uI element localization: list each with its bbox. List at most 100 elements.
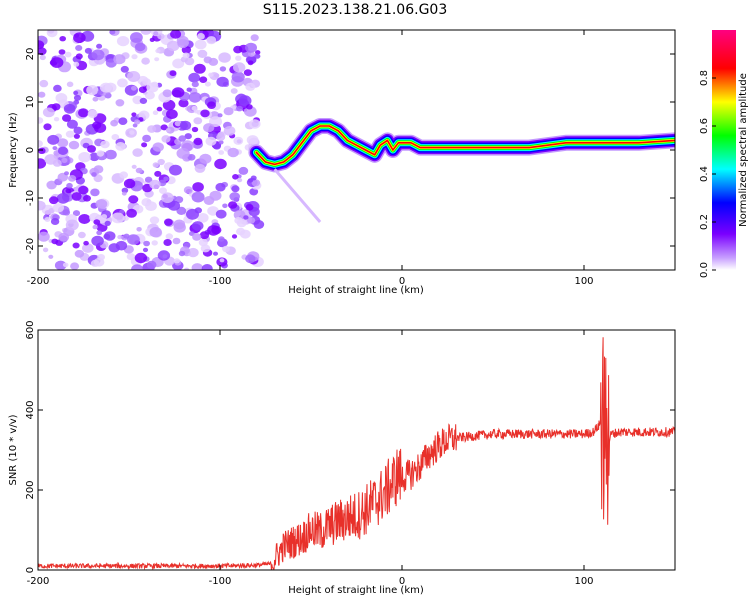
noise-blob	[218, 52, 231, 63]
noise-blob	[245, 82, 256, 91]
noise-blob	[187, 247, 199, 258]
noise-blob	[247, 217, 256, 224]
noise-blob	[191, 105, 198, 111]
noise-blob	[205, 136, 217, 146]
noise-blob	[96, 43, 103, 49]
noise-blob	[246, 104, 253, 110]
noise-blob	[193, 117, 203, 125]
spectrogram-x-ticks: -200 -100 0 100	[27, 30, 594, 287]
noise-blob	[132, 123, 138, 128]
x-tick-label: -100	[209, 276, 232, 287]
noise-blob	[68, 175, 77, 182]
noise-blob	[66, 182, 73, 189]
noise-blob	[58, 232, 70, 242]
x-tick-label: -100	[209, 576, 232, 587]
colorbar-ticks: 0.0 0.2 0.4 0.6 0.8	[699, 70, 716, 278]
noise-blob	[48, 208, 55, 214]
noise-blob	[166, 109, 178, 120]
noise-blob	[91, 49, 105, 61]
noise-blob	[243, 69, 252, 76]
noise-blob	[213, 251, 218, 256]
noise-blob	[186, 87, 192, 92]
noise-blob	[104, 92, 112, 99]
noise-blob	[236, 105, 243, 112]
noise-blob	[173, 219, 186, 230]
noise-blob	[140, 30, 152, 35]
noise-blob	[183, 186, 193, 194]
noise-blob	[119, 171, 128, 179]
noise-blob	[135, 167, 143, 174]
noise-blob	[152, 110, 159, 115]
noise-blob	[78, 231, 86, 239]
noise-blob	[193, 63, 206, 74]
noise-blob	[198, 238, 208, 247]
noise-blob	[243, 215, 249, 220]
noise-blob	[38, 200, 46, 211]
noise-blob	[39, 54, 46, 61]
noise-blob	[92, 96, 99, 102]
noise-blob	[145, 201, 157, 212]
noise-blob	[131, 112, 137, 117]
noise-blob	[46, 30, 58, 38]
noise-blob	[68, 140, 80, 150]
snr-panel: -200 -100 0 100 0 200 400 600 Height of straig…	[8, 320, 676, 596]
noise-blob	[164, 218, 173, 226]
noise-blob	[231, 185, 240, 193]
noise-blob	[248, 51, 255, 57]
noise-blob	[73, 90, 79, 95]
noise-blob	[72, 210, 81, 217]
noise-blob	[139, 97, 148, 104]
noise-blob	[160, 124, 168, 131]
noise-blob	[83, 195, 91, 202]
noise-blob	[178, 135, 187, 142]
noise-blob	[101, 214, 108, 220]
noise-blob	[127, 71, 141, 82]
noise-blob	[136, 227, 142, 232]
spectrogram-y-label: Frequency (Hz)	[8, 112, 19, 188]
noise-blob	[215, 209, 227, 219]
ridge-layer	[255, 125, 675, 166]
y-tick-label: 400	[25, 400, 36, 419]
noise-blob	[200, 109, 210, 118]
noise-blob	[216, 133, 226, 141]
noise-blob	[235, 55, 242, 61]
noise-blob	[100, 140, 110, 149]
noise-blob	[197, 49, 208, 59]
noise-blob	[238, 166, 249, 175]
noise-blob	[255, 50, 261, 55]
noise-blob	[167, 200, 181, 211]
noise-blob	[87, 145, 96, 153]
noise-blob	[65, 130, 75, 138]
noise-blob	[104, 231, 116, 241]
noise-blob	[134, 252, 148, 264]
noise-blob	[253, 220, 265, 229]
noise-blob	[142, 78, 151, 86]
noise-blob	[52, 146, 58, 151]
noise-blob	[91, 172, 97, 177]
noise-blob	[245, 204, 254, 211]
noise-blob	[172, 58, 185, 69]
noise-blob	[92, 121, 102, 130]
noise-blob	[149, 216, 160, 225]
noise-blob	[218, 140, 224, 145]
noise-blob	[209, 190, 222, 201]
colorbar: 0.0 0.2 0.4 0.6 0.8 Normalized spectral ampl…	[699, 30, 749, 278]
noise-blob	[254, 53, 261, 59]
noise-blob	[38, 158, 47, 169]
noise-blob	[232, 174, 239, 180]
noise-blob	[223, 125, 236, 136]
noise-blob	[171, 87, 185, 98]
noise-blob	[131, 54, 138, 60]
noise-blob	[250, 34, 259, 42]
figure-title: S115.2023.138.21.06.G03	[263, 2, 448, 18]
noise-blob	[121, 187, 129, 194]
noise-blob	[176, 206, 187, 215]
noise-blob	[149, 179, 161, 190]
noise-blob	[115, 142, 126, 151]
noise-blob	[54, 260, 67, 270]
noise-blob	[231, 71, 245, 83]
noise-blob	[199, 153, 212, 164]
noise-blob	[197, 213, 209, 223]
noise-blob	[169, 164, 182, 176]
